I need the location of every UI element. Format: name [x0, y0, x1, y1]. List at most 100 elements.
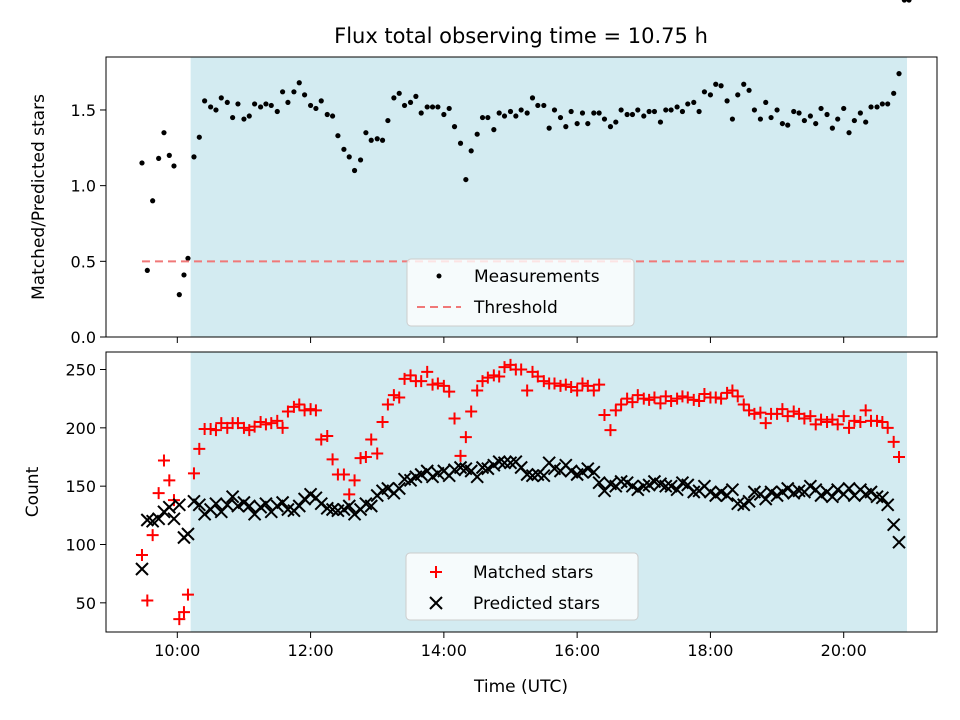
data-point	[635, 107, 641, 113]
data-point	[713, 81, 719, 87]
data-point	[525, 468, 540, 483]
legend-label-threshold: Threshold	[473, 298, 558, 318]
data-point	[537, 375, 550, 388]
data-point	[815, 413, 828, 426]
data-point	[681, 391, 694, 404]
series-matched-stars	[136, 359, 906, 626]
data-point	[587, 384, 600, 397]
data-point	[892, 535, 906, 549]
data-point	[335, 133, 341, 139]
legend-marker-matched-stars	[430, 566, 442, 578]
data-point	[843, 421, 856, 434]
data-point	[357, 157, 364, 163]
data-point	[701, 89, 708, 95]
data-point	[225, 489, 240, 504]
data-point	[503, 456, 518, 470]
data-point	[337, 468, 350, 481]
data-point	[157, 454, 170, 467]
data-point	[876, 416, 889, 428]
data-point	[235, 101, 241, 107]
data-point	[541, 102, 547, 109]
data-point	[906, 0, 912, 3]
data-point	[348, 474, 361, 487]
data-point	[687, 393, 700, 406]
data-point	[518, 107, 524, 113]
data-point	[881, 421, 894, 434]
data-point	[725, 482, 740, 497]
data-point	[296, 80, 302, 86]
data-point	[474, 131, 480, 137]
y-tick-label: 50	[76, 594, 96, 613]
data-point	[737, 398, 750, 411]
data-point	[231, 499, 245, 513]
data-point	[291, 89, 297, 95]
data-point	[679, 108, 686, 115]
data-point	[641, 113, 647, 119]
data-point	[426, 378, 439, 391]
data-point	[435, 104, 441, 110]
data-point	[185, 255, 191, 261]
data-point	[759, 417, 772, 430]
data-point	[663, 107, 669, 113]
data-point	[329, 113, 336, 119]
data-point	[230, 114, 236, 121]
axes-frame	[105, 56, 938, 338]
data-point	[807, 113, 813, 119]
data-point	[259, 418, 272, 431]
data-point	[181, 272, 187, 278]
data-point	[213, 107, 219, 113]
data-point	[320, 501, 334, 516]
data-point	[557, 114, 564, 121]
data-point	[191, 154, 197, 160]
data-point	[496, 110, 502, 116]
x-tick-label: 16:00	[554, 641, 600, 660]
data-point	[804, 410, 817, 423]
data-point	[774, 107, 780, 113]
data-point	[879, 101, 885, 107]
x-tick-label: 10:00	[154, 641, 200, 660]
data-point	[842, 481, 856, 496]
data-point	[325, 502, 340, 517]
data-point	[167, 512, 181, 526]
data-point	[626, 396, 639, 409]
data-point	[535, 102, 541, 109]
data-point	[604, 424, 617, 437]
data-point	[787, 405, 800, 418]
data-point	[493, 370, 506, 383]
data-point	[285, 99, 291, 106]
data-point	[491, 127, 497, 133]
y-tick-label: 0.0	[71, 328, 96, 347]
data-point	[607, 124, 614, 130]
data-point	[671, 392, 684, 405]
data-point	[507, 108, 514, 115]
data-point	[631, 482, 645, 497]
data-point	[418, 110, 424, 116]
y-tick-label: 200	[65, 419, 96, 438]
data-point	[646, 108, 652, 115]
data-point	[637, 392, 650, 405]
data-point	[196, 134, 202, 140]
data-point	[371, 447, 384, 460]
x-axis-label: Time (UTC)	[473, 677, 568, 697]
y-tick-label: 100	[65, 536, 96, 555]
data-point	[414, 467, 428, 482]
data-point	[391, 95, 397, 101]
legend-marker-predicted-stars	[429, 596, 443, 610]
data-point	[726, 384, 739, 397]
data-point	[413, 93, 419, 99]
data-point	[151, 512, 166, 526]
data-point	[218, 95, 224, 101]
data-point	[140, 513, 155, 527]
data-point	[162, 500, 177, 514]
x-tick-label: 12:00	[288, 641, 334, 660]
data-point	[685, 101, 691, 107]
data-point	[181, 527, 195, 541]
data-point	[563, 124, 569, 130]
data-point	[548, 377, 561, 390]
data-point	[275, 495, 290, 510]
data-point	[721, 386, 734, 399]
data-point	[754, 406, 767, 419]
data-point	[763, 99, 769, 106]
data-point	[637, 479, 651, 493]
data-point	[152, 487, 165, 500]
